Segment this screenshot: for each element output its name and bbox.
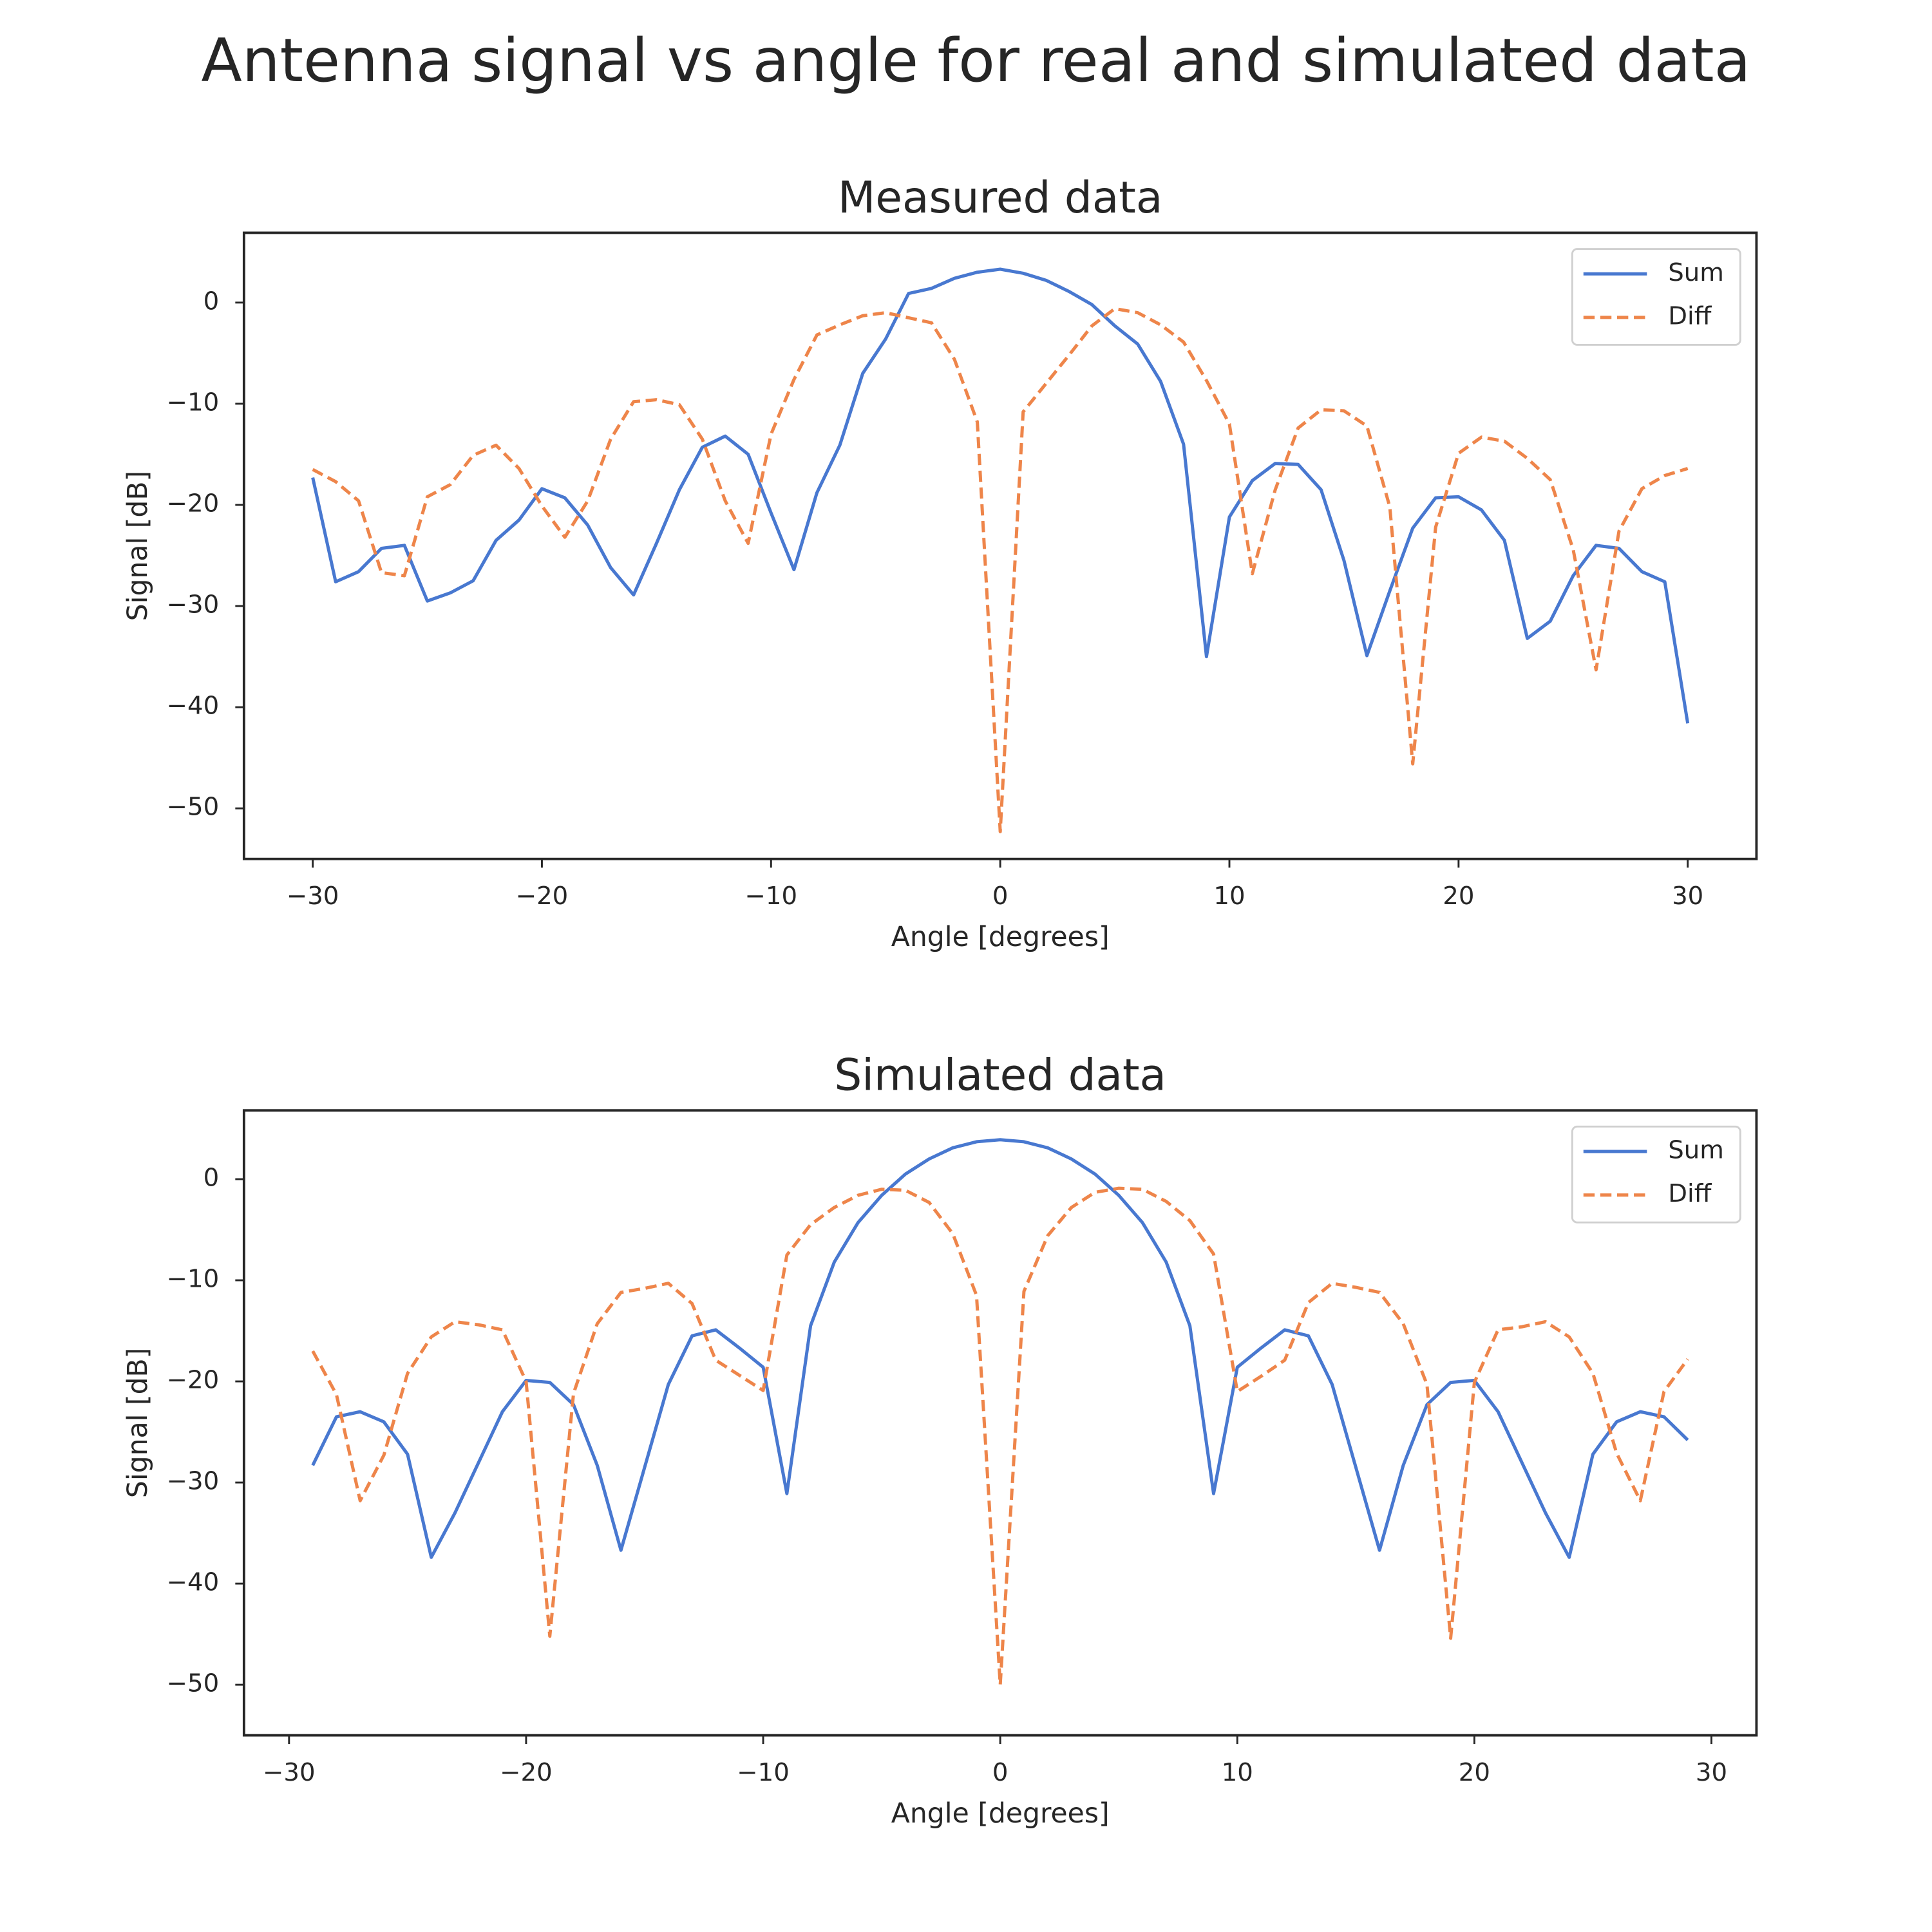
x-tick-label: −30 <box>263 1758 316 1787</box>
x-tick-label: −20 <box>516 882 569 911</box>
y-tick-label: −40 <box>167 692 220 721</box>
y-tick-label: −50 <box>167 793 220 822</box>
series-line <box>311 267 1690 724</box>
x-tick-label: −20 <box>500 1758 553 1787</box>
figure-title: Antenna signal vs angle for real and sim… <box>201 26 1750 95</box>
y-tick-label: −40 <box>167 1568 220 1597</box>
x-tick-label: −10 <box>745 882 798 911</box>
axes-frame <box>242 1109 1758 1737</box>
x-axis-label: Angle [degrees] <box>891 922 1110 953</box>
series-line <box>311 1186 1689 1687</box>
x-tick-label: 0 <box>992 882 1009 911</box>
series-line <box>312 307 1689 833</box>
y-tick-label: 0 <box>204 287 220 316</box>
y-axis-label: Signal [dB] <box>122 471 154 621</box>
x-tick-label: −30 <box>287 882 339 911</box>
axes-frame <box>242 231 1758 860</box>
x-tick-label: 30 <box>1696 1758 1727 1787</box>
legend-label: Sum <box>1668 258 1724 287</box>
axes-title: Measured data <box>838 172 1162 223</box>
x-tick-label: 20 <box>1443 882 1474 911</box>
x-tick-label: −10 <box>737 1758 790 1787</box>
legend-label: Diff <box>1668 301 1712 330</box>
y-tick-label: 0 <box>204 1163 220 1192</box>
y-tick-label: −50 <box>167 1669 220 1698</box>
y-tick-label: −20 <box>167 1366 220 1395</box>
y-tick-label: −10 <box>167 388 220 417</box>
series-line <box>311 1138 1689 1559</box>
x-tick-label: 10 <box>1222 1758 1253 1787</box>
x-tick-label: 0 <box>992 1758 1009 1787</box>
axes-title: Simulated data <box>834 1050 1166 1101</box>
x-tick-label: 10 <box>1213 882 1245 911</box>
y-tick-label: −10 <box>167 1265 220 1294</box>
x-tick-label: 30 <box>1672 882 1703 911</box>
y-axis-label: Signal [dB] <box>122 1348 154 1498</box>
y-tick-label: −30 <box>167 591 220 620</box>
y-tick-label: −30 <box>167 1467 220 1496</box>
x-tick-label: 20 <box>1459 1758 1490 1787</box>
legend-label: Diff <box>1668 1179 1712 1208</box>
legend-label: Sum <box>1668 1136 1724 1165</box>
x-axis-label: Angle [degrees] <box>891 1798 1110 1830</box>
y-tick-label: −20 <box>167 489 220 518</box>
